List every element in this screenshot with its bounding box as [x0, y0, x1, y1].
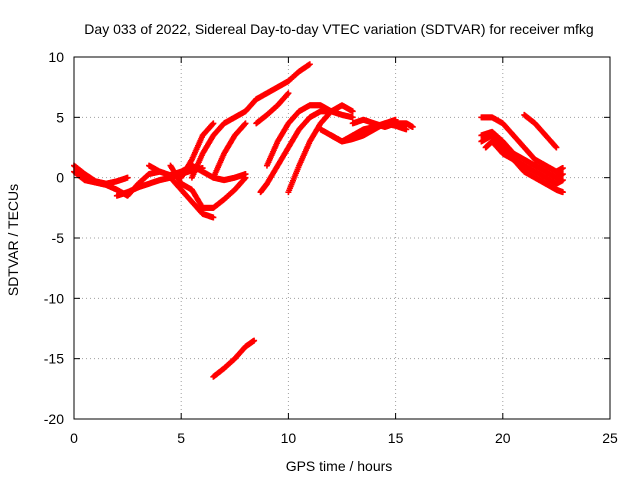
y-tick-label: 10	[48, 49, 64, 65]
y-tick-label: -20	[44, 411, 64, 427]
series-track-10	[210, 337, 258, 380]
data-point	[559, 189, 566, 196]
data-point	[559, 177, 566, 184]
series-track-18	[349, 116, 416, 130]
data-point	[306, 61, 313, 68]
data-point	[349, 108, 356, 115]
series-track-09	[210, 120, 249, 181]
grid-layer	[74, 57, 610, 419]
data-point	[124, 174, 131, 181]
series-track-07	[178, 120, 217, 181]
series-track-05	[167, 174, 217, 221]
chart-title: Day 033 of 2022, Sidereal Day-to-day VTE…	[84, 21, 593, 37]
data-point	[559, 171, 566, 178]
series-track-11	[253, 90, 292, 127]
x-tick-label: 10	[281, 430, 297, 446]
points-layer	[71, 61, 566, 380]
x-tick-label: 20	[495, 430, 511, 446]
y-tick-label: -15	[44, 351, 64, 367]
data-point	[409, 123, 416, 130]
x-tick-label: 5	[177, 430, 185, 446]
y-axis-label: SDTVAR / TECUs	[5, 184, 21, 296]
data-point	[285, 90, 292, 97]
y-tick-label: 5	[56, 109, 64, 125]
y-tick-label: -10	[44, 290, 64, 306]
data-point	[559, 165, 566, 172]
x-axis-label: GPS time / hours	[286, 458, 393, 474]
y-tick-label: -5	[52, 230, 65, 246]
series-track-23	[521, 111, 560, 151]
x-tick-label: 0	[70, 430, 78, 446]
series-track-14	[257, 108, 356, 196]
ticks-layer: 0 5 10 15 20 25 -20 -15 -10 -5 0 5 10	[44, 49, 618, 446]
x-tick-label: 15	[388, 430, 404, 446]
data-point	[251, 337, 258, 344]
series-track-22	[482, 138, 566, 196]
series-track-15	[285, 102, 356, 196]
series-track-19	[478, 114, 566, 175]
data-point	[210, 120, 217, 127]
series-track-06	[167, 162, 249, 211]
x-tick-label: 25	[602, 430, 618, 446]
data-point	[242, 120, 249, 127]
y-tick-label: 0	[56, 170, 64, 186]
data-point	[349, 114, 356, 121]
data-point	[210, 214, 217, 221]
data-point	[242, 174, 249, 181]
data-point	[553, 144, 560, 151]
series-track-12	[253, 61, 313, 103]
data-point	[403, 126, 410, 133]
